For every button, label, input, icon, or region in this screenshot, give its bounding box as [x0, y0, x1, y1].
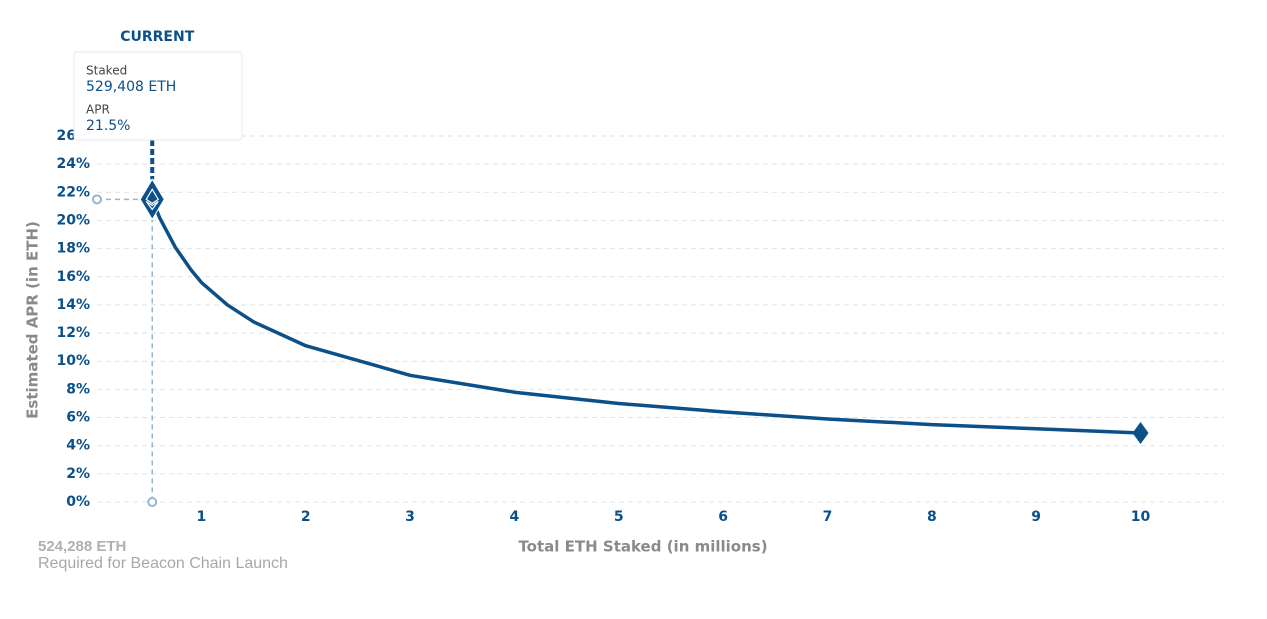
- guide-dot: [147, 497, 158, 507]
- eth-icon: [145, 188, 160, 211]
- x-tick-label: 6: [718, 509, 728, 525]
- x-tick-label: 5: [614, 509, 624, 525]
- current-title: CURRENT: [120, 29, 194, 45]
- y-tick-label: 6%: [66, 410, 90, 426]
- x-tick-label: 7: [823, 509, 833, 525]
- y-tick-label: 16%: [56, 269, 90, 285]
- tooltip: [73, 51, 243, 141]
- y-tick-label: 2%: [66, 466, 90, 482]
- current-marker: [139, 178, 165, 221]
- x-tick-label: 8: [927, 509, 937, 525]
- y-tick-label: 14%: [56, 297, 90, 313]
- y-tick-label: 18%: [56, 241, 90, 257]
- y-axis-label: Estimated APR (in ETH): [24, 221, 42, 419]
- launch-note: Required for Beacon Chain Launch: [38, 555, 288, 572]
- tooltip-label: APR: [86, 103, 110, 117]
- tooltip-value: 21.5%: [86, 118, 130, 134]
- x-tick-label: 2: [301, 509, 311, 525]
- y-tick-label: 0%: [66, 494, 90, 510]
- launch-amount: 524,288 ETH: [38, 538, 126, 555]
- tooltip-label: Staked: [86, 64, 127, 78]
- y-tick-label: 22%: [56, 184, 90, 200]
- line: [150, 198, 1141, 435]
- x-tick-label: 10: [1131, 509, 1151, 525]
- x-tick-label: 1: [196, 509, 206, 525]
- plot: 0%2%4%6%8%10%12%14%16%18%20%22%24%26%1 2 3…: [56, 128, 1224, 525]
- end-marker: [1132, 422, 1149, 445]
- guide-dot: [92, 194, 102, 205]
- x-axis-label: Total ETH Staked (in millions): [518, 538, 767, 556]
- y-tick-label: 4%: [66, 438, 90, 454]
- y-tick-label: 10%: [56, 353, 90, 369]
- y-tick-label: 24%: [56, 156, 90, 172]
- tooltip-value: 529,408 ETH: [86, 79, 176, 95]
- y-tick-label: 12%: [56, 325, 90, 341]
- y-tick-label: 8%: [66, 381, 90, 397]
- x-tick-label: 9: [1031, 509, 1041, 525]
- x-tick-label: 3: [405, 509, 415, 525]
- y-tick-label: 20%: [56, 212, 90, 228]
- x-tick-label: 4: [510, 509, 520, 525]
